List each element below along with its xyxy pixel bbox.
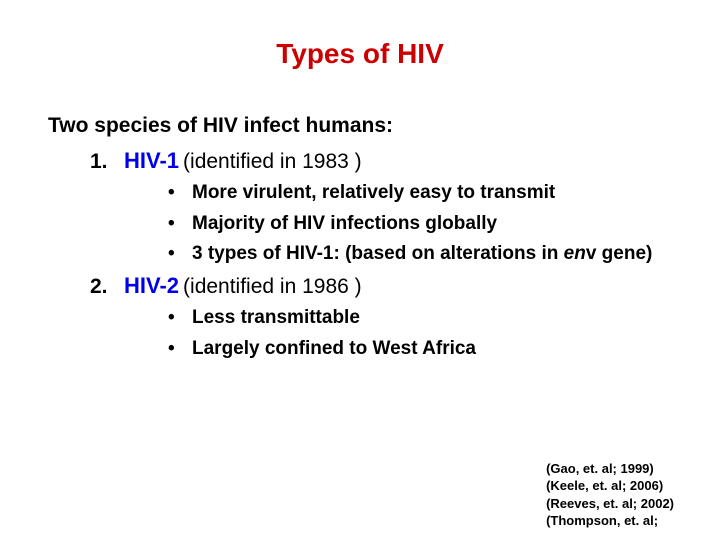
ord-num-1: 1.	[90, 150, 124, 174]
slide-title: Types of HIV	[48, 38, 672, 70]
species-name-2: HIV-2	[124, 273, 179, 299]
species-item-2: 2. HIV-2 (identified in 1986 ) Less tran…	[90, 273, 672, 361]
bullets-2: Less transmittable Largely confined to W…	[90, 305, 672, 361]
species-detail-1: (identified in 1983 )	[183, 150, 362, 174]
bullet-1-3-prefix: 3 types of HIV-1: (based on alterations …	[192, 243, 564, 264]
bullet-1-3-italic: en	[564, 243, 586, 264]
ref-2: (Keele, et. al; 2006)	[546, 477, 674, 495]
bullet-2-2: Largely confined to West Africa	[168, 336, 672, 362]
species-header-2: 2. HIV-2 (identified in 1986 )	[90, 273, 672, 299]
ref-3: (Reeves, et. al; 2002)	[546, 495, 674, 513]
references: (Gao, et. al; 1999) (Keele, et. al; 2006…	[546, 460, 674, 530]
ref-1: (Gao, et. al; 1999)	[546, 460, 674, 478]
bullet-2-1: Less transmittable	[168, 305, 672, 331]
species-detail-2: (identified in 1986 )	[183, 275, 362, 299]
intro-text: Two species of HIV infect humans:	[48, 114, 672, 138]
species-header-1: 1. HIV-1 (identified in 1983 )	[90, 148, 672, 174]
bullet-1-1: More virulent, relatively easy to transm…	[168, 180, 672, 206]
bullet-1-3-suffix: v gene)	[586, 243, 653, 264]
species-list: 1. HIV-1 (identified in 1983 ) More viru…	[48, 148, 672, 361]
species-name-1: HIV-1	[124, 148, 179, 174]
bullets-1: More virulent, relatively easy to transm…	[90, 180, 672, 267]
bullet-1-2: Majority of HIV infections globally	[168, 211, 672, 237]
species-item-1: 1. HIV-1 (identified in 1983 ) More viru…	[90, 148, 672, 267]
slide-content: Types of HIV Two species of HIV infect h…	[0, 0, 720, 540]
ord-num-2: 2.	[90, 275, 124, 299]
ref-4: (Thompson, et. al;	[546, 512, 674, 530]
bullet-1-3: 3 types of HIV-1: (based on alterations …	[168, 241, 672, 267]
